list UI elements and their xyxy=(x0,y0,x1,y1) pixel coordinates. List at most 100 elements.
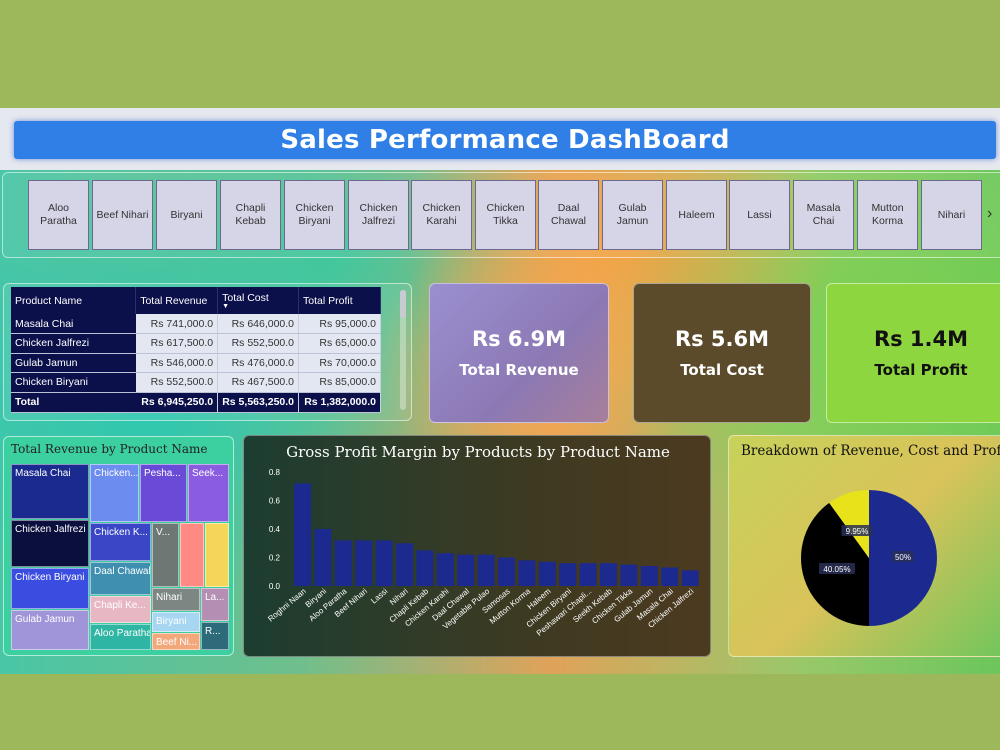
column-header[interactable]: Total Profit xyxy=(298,287,381,314)
treemap-title: Total Revenue by Product Name xyxy=(11,442,208,456)
slicer-item[interactable]: Chicken Biryani xyxy=(284,180,345,250)
slicer-item-label: Mutton Korma xyxy=(871,202,904,227)
bar[interactable] xyxy=(436,553,454,586)
kpi-card-total-cost: Rs 5.6M Total Cost xyxy=(633,283,811,423)
table-scrollbar[interactable] xyxy=(400,290,406,410)
treemap-tile[interactable]: Nihari xyxy=(152,588,200,611)
slicer-item[interactable]: Beef Nihari xyxy=(92,180,153,250)
slicer-item-label: Biryani xyxy=(170,208,203,221)
y-tick-label: 0.0 xyxy=(269,582,281,591)
slicer-item[interactable]: Chapli Kebab xyxy=(220,180,281,250)
treemap-tile[interactable]: Chicken... xyxy=(90,464,139,522)
bar[interactable] xyxy=(559,563,577,586)
pie-label-bg xyxy=(892,551,914,562)
table-cell: Rs 546,000.0 xyxy=(135,353,219,373)
treemap-tile[interactable]: Masala Chai xyxy=(11,464,89,519)
table-cell: Gulab Jamun xyxy=(11,353,136,373)
treemap-tile[interactable]: Chicken Jalfrezi xyxy=(11,520,89,567)
kpi-card-total-profit: Rs 1.4M Total Profit xyxy=(826,283,1000,423)
bar[interactable] xyxy=(498,557,515,587)
slicer-item[interactable]: Chicken Tikka xyxy=(475,180,536,250)
treemap-tile[interactable] xyxy=(205,523,229,587)
pie-data-label: 50% xyxy=(895,553,911,562)
bar[interactable] xyxy=(294,483,311,586)
dashboard-canvas: Sales Performance DashBoard Aloo Paratha… xyxy=(0,108,1000,674)
treemap-tile[interactable]: Biryani xyxy=(152,612,200,632)
slicer-item-label: Nihari xyxy=(937,208,966,221)
treemap-tile[interactable]: Aloo Paratha xyxy=(90,624,151,650)
bar[interactable] xyxy=(334,540,352,586)
chevron-right-icon[interactable]: › xyxy=(987,205,993,222)
kpi-value: Rs 5.6M xyxy=(674,327,770,351)
treemap-tile[interactable]: Chicken K... xyxy=(90,523,151,561)
bar[interactable] xyxy=(620,564,638,586)
sort-desc-icon: ▼ xyxy=(222,302,230,310)
bar[interactable] xyxy=(661,567,679,586)
treemap-tile[interactable]: Pesha... xyxy=(140,464,187,522)
product-table: Product Name Total Revenue Total Cost ▼ T… xyxy=(11,287,381,413)
scrollbar-thumb[interactable] xyxy=(400,290,406,318)
breakdown-pie-card: Breakdown of Revenue, Cost and Profit 50… xyxy=(728,435,1000,657)
bar[interactable] xyxy=(355,540,373,586)
pie-slice[interactable] xyxy=(829,490,869,558)
slicer-item[interactable]: Masala Chai xyxy=(793,180,854,250)
y-tick-label: 0.4 xyxy=(269,525,281,534)
treemap-tile[interactable]: Seek... xyxy=(188,464,229,522)
column-header[interactable]: Product Name xyxy=(11,287,137,314)
table-cell: Rs 65,000.0 xyxy=(298,333,381,354)
pie-data-label: 40.05% xyxy=(823,565,850,574)
kpi-card-total-revenue: Rs 6.9M Total Revenue xyxy=(429,283,609,423)
column-header[interactable]: Total Revenue xyxy=(135,287,219,314)
slicer-item[interactable]: Biryani xyxy=(156,180,217,250)
bar[interactable] xyxy=(416,550,434,586)
table-cell: Rs 552,500.0 xyxy=(217,333,300,354)
bar[interactable] xyxy=(457,554,475,586)
treemap-tile[interactable]: Daal Chawal xyxy=(90,562,151,595)
pie-label-bg xyxy=(841,525,873,536)
slicer-item[interactable]: Daal Chawal xyxy=(538,180,599,250)
table-header-row: Product Name Total Revenue Total Cost ▼ T… xyxy=(11,287,381,314)
table-cell: Rs 646,000.0 xyxy=(217,314,300,334)
slicer-item[interactable]: Chicken Karahi xyxy=(411,180,472,250)
bar[interactable] xyxy=(681,570,699,586)
slicer-item-label: Beef Nihari xyxy=(96,208,149,221)
treemap-tile[interactable]: Chapli Ke... xyxy=(90,596,151,623)
slicer-item[interactable]: Aloo Paratha xyxy=(28,180,89,250)
slicer-item[interactable]: Gulab Jamun xyxy=(602,180,663,250)
column-header[interactable]: Total Cost ▼ xyxy=(217,287,300,314)
treemap-tile[interactable] xyxy=(180,523,204,587)
table-row: Masala Chai Rs 741,000.0 Rs 646,000.0 Rs… xyxy=(11,314,381,334)
bar[interactable] xyxy=(396,543,413,586)
treemap-tile[interactable]: Chicken Biryani xyxy=(11,568,89,609)
bar[interactable] xyxy=(640,566,658,586)
treemap-tile[interactable]: R... xyxy=(201,622,229,650)
table-cell: Chicken Biryani xyxy=(11,372,136,393)
x-tick-label: Roghni Naan xyxy=(266,587,308,624)
kpi-label: Total Cost xyxy=(680,361,764,379)
slicer-item[interactable]: Lassi xyxy=(729,180,790,250)
bar[interactable] xyxy=(518,560,536,586)
slicer-item-label: Chicken Karahi xyxy=(422,202,461,227)
bar[interactable] xyxy=(600,563,617,586)
slicer-item[interactable]: Chicken Jalfrezi xyxy=(348,180,409,250)
treemap-tile[interactable]: V... xyxy=(152,523,179,587)
treemap-tile[interactable]: Gulab Jamun xyxy=(11,610,89,650)
bar[interactable] xyxy=(375,540,393,586)
bar[interactable] xyxy=(579,563,597,586)
slicer-item-label: Chicken Biryani xyxy=(295,202,334,227)
table-cell: Rs 70,000.0 xyxy=(298,353,381,373)
bar[interactable] xyxy=(314,529,332,586)
bar[interactable] xyxy=(477,554,495,586)
slicer-item[interactable]: Haleem xyxy=(666,180,727,250)
table-cell: Rs 476,000.0 xyxy=(217,353,300,373)
table-cell: Rs 85,000.0 xyxy=(298,372,381,393)
slicer-item[interactable]: Nihari xyxy=(921,180,982,250)
slicer-item[interactable]: Mutton Korma xyxy=(857,180,918,250)
kpi-label: Total Profit xyxy=(874,361,968,379)
dashboard-title-bar: Sales Performance DashBoard xyxy=(14,121,996,159)
table-row: Gulab Jamun Rs 546,000.0 Rs 476,000.0 Rs… xyxy=(11,353,381,373)
bar[interactable] xyxy=(538,561,556,586)
treemap-tile[interactable]: Beef Ni... xyxy=(152,633,200,650)
table-total-row: Total Rs 6,945,250.0 Rs 5,563,250.0 Rs 1… xyxy=(11,392,381,413)
treemap-tile[interactable]: La... xyxy=(201,588,229,621)
